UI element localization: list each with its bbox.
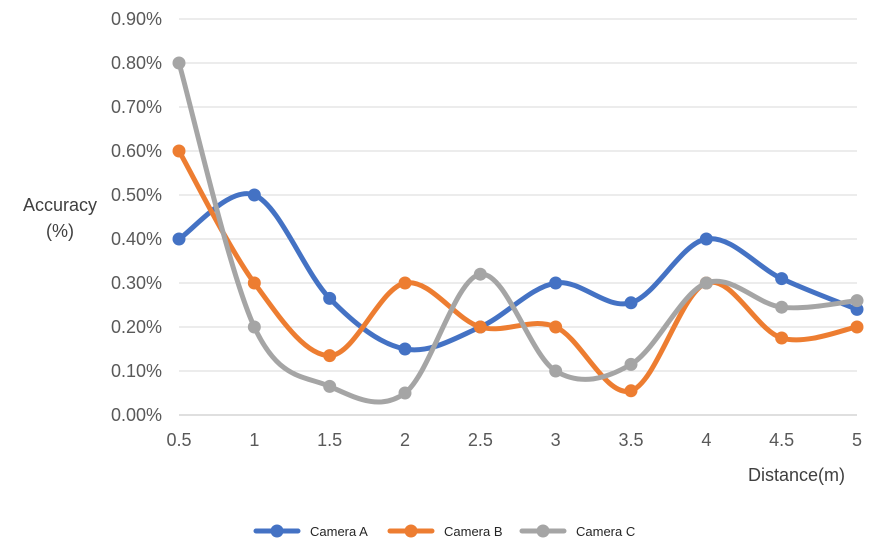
x-tick-label: 1 [249,430,259,450]
x-tick-label: 3.5 [618,430,643,450]
y-tick-label: 0.60% [111,141,162,161]
legend-label: Camera A [310,524,368,539]
legend-swatch-marker [270,524,284,538]
series-line [176,148,860,394]
y-tick-label: 0.50% [111,185,162,205]
y-tick-label: 0.30% [111,273,162,293]
y-tick-label: 0.70% [111,97,162,117]
data-point [624,296,638,310]
x-tick-label: 0.5 [166,430,191,450]
data-point [473,320,487,334]
data-point [323,379,337,393]
series-line [176,191,860,353]
data-point [473,267,487,281]
x-tick-label: 3 [551,430,561,450]
data-point [172,232,186,246]
y-tick-label: 0.80% [111,53,162,73]
data-point [398,342,412,356]
data-point [398,386,412,400]
x-tick-label: 1.5 [317,430,342,450]
data-point [549,276,563,290]
data-point [624,384,638,398]
data-point [775,300,789,314]
data-point [247,320,261,334]
data-point [323,349,337,363]
series-group [172,56,864,405]
x-tick-label: 2.5 [468,430,493,450]
legend-item: Camera C [519,524,635,539]
legend: Camera A Camera B Camera C [253,524,635,539]
data-point [624,357,638,371]
data-point [247,188,261,202]
legend-swatch-marker [536,524,550,538]
x-tick-label: 4.5 [769,430,794,450]
data-point [549,364,563,378]
legend-item: Camera B [387,524,503,539]
legend-item: Camera A [253,524,368,539]
data-point [398,276,412,290]
y-tick-label: 0.90% [111,9,162,29]
data-point [247,276,261,290]
x-tick-label: 4 [701,430,711,450]
legend-label: Camera B [444,524,503,539]
x-axis-ticks: 0.5 1 1.5 2 2.5 3 3.5 4 4.5 5 [166,430,862,450]
gridlines [179,18,857,416]
data-point [699,232,713,246]
series-line [176,60,860,405]
data-point [699,276,713,290]
data-point [850,320,864,334]
y-tick-label: 0.20% [111,317,162,337]
data-point [549,320,563,334]
data-point [172,56,186,70]
data-point [850,294,864,308]
data-point [323,291,337,305]
x-tick-label: 5 [852,430,862,450]
data-point [775,331,789,345]
series-camera-c [172,56,864,405]
data-point [775,272,789,286]
legend-label: Camera C [576,524,635,539]
x-tick-label: 2 [400,430,410,450]
y-axis-ticks: 0.00% 0.10% 0.20% 0.30% 0.40% 0.50% 0.60% 0.70%… [111,9,162,425]
y-tick-label: 0.10% [111,361,162,381]
y-axis-title-line1: Accuracy [23,195,97,215]
legend-swatch-marker [404,524,418,538]
x-axis-title: Distance(m) [748,465,845,485]
series-camera-b [172,144,864,398]
y-axis-title-line2: (%) [46,221,74,241]
data-point [172,144,186,158]
y-tick-label: 0.40% [111,229,162,249]
series-camera-a [172,188,864,356]
y-tick-label: 0.00% [111,405,162,425]
